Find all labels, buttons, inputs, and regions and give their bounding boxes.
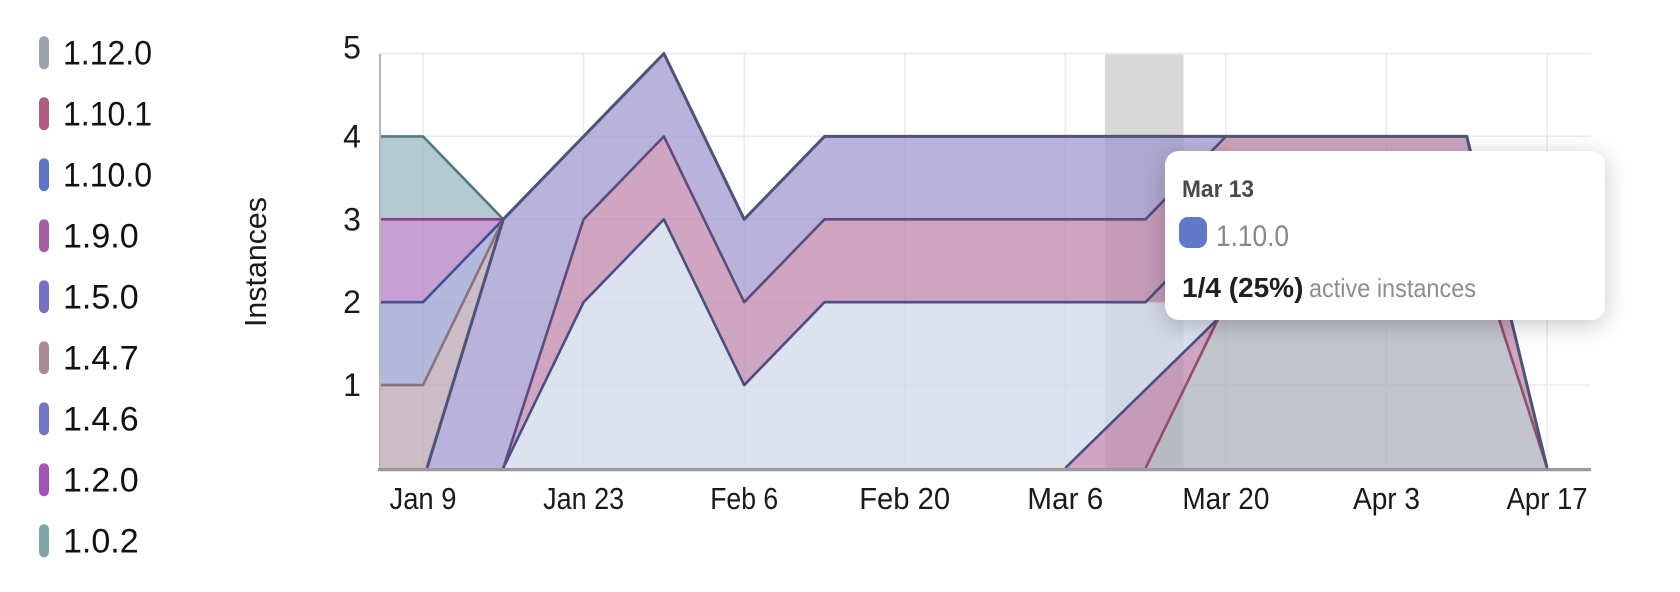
svg-text:1.4.7: 1.4.7 <box>63 340 139 378</box>
svg-text:4: 4 <box>343 118 361 154</box>
svg-text:1/4 (25%): 1/4 (25%) <box>1182 272 1303 303</box>
svg-text:Mar 20: Mar 20 <box>1182 481 1269 516</box>
svg-text:active instances: active instances <box>1309 273 1476 303</box>
svg-text:1.5.0: 1.5.0 <box>63 279 139 317</box>
svg-text:1.12.0: 1.12.0 <box>63 35 152 73</box>
svg-text:1.10.0: 1.10.0 <box>63 157 152 195</box>
svg-text:Mar 13: Mar 13 <box>1182 176 1254 203</box>
svg-text:1: 1 <box>343 367 361 403</box>
svg-text:Apr 3: Apr 3 <box>1353 481 1420 516</box>
svg-text:Mar 6: Mar 6 <box>1027 481 1103 516</box>
svg-text:1.2.0: 1.2.0 <box>63 462 139 500</box>
svg-text:1.4.6: 1.4.6 <box>63 401 139 439</box>
svg-text:Feb 20: Feb 20 <box>859 481 950 516</box>
svg-text:1.0.2: 1.0.2 <box>63 523 139 561</box>
svg-text:1.9.0: 1.9.0 <box>63 218 139 256</box>
svg-text:1.10.1: 1.10.1 <box>63 96 152 134</box>
svg-text:Jan 23: Jan 23 <box>543 481 624 516</box>
svg-text:2: 2 <box>343 284 361 320</box>
svg-text:Instances: Instances <box>238 197 273 327</box>
svg-text:3: 3 <box>343 201 361 237</box>
svg-text:1.10.0: 1.10.0 <box>1216 220 1289 253</box>
svg-text:Jan 9: Jan 9 <box>390 481 457 516</box>
svg-text:Apr 17: Apr 17 <box>1507 481 1588 516</box>
svg-text:Feb 6: Feb 6 <box>710 481 778 516</box>
svg-text:5: 5 <box>343 30 361 66</box>
